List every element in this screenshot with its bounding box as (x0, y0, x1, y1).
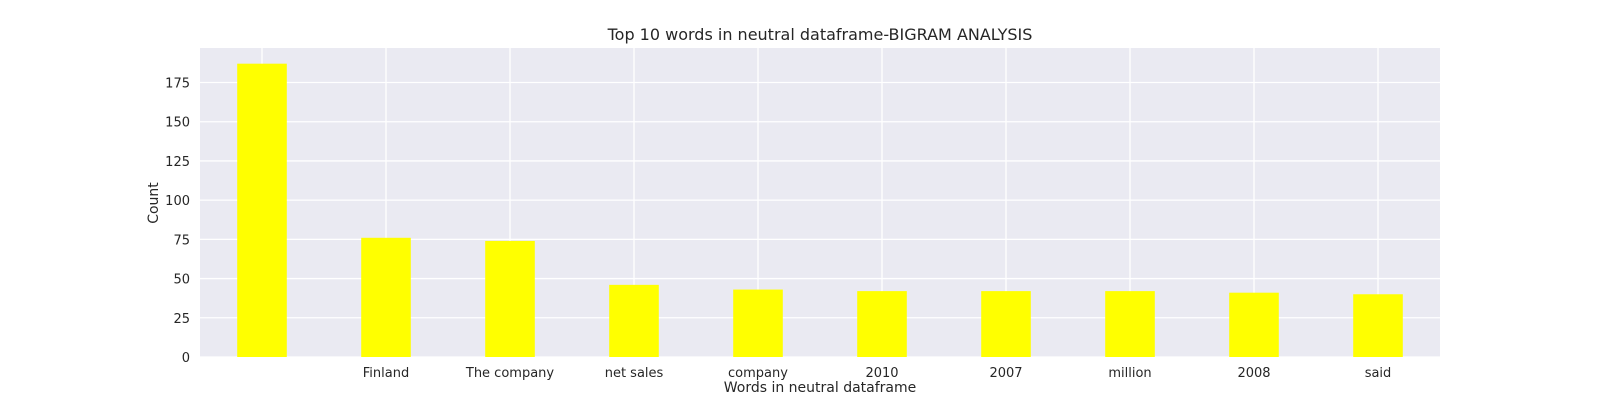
x-tick-label: said (1365, 366, 1392, 381)
bar (237, 63, 287, 358)
x-tick-labels: Finland The company net sales company 2010 20… (363, 366, 1392, 381)
y-tick-label: 0 (182, 351, 190, 366)
x-tick-label: The company (465, 366, 555, 381)
x-axis-label: Words in neutral dataframe (724, 380, 917, 396)
y-tick-label: 125 (165, 155, 190, 170)
y-axis-label: Count (146, 182, 162, 224)
x-tick-label: net sales (605, 366, 664, 381)
x-tick-label: 2010 (865, 366, 898, 381)
y-tick-label: 175 (165, 77, 190, 92)
y-tick-labels: 0 25 50 75 100 125 150 175 (165, 77, 190, 366)
x-tick-label: 2007 (989, 366, 1022, 381)
bars (237, 63, 1403, 358)
chart-title: Top 10 words in neutral dataframe-BIGRAM… (607, 25, 1033, 44)
bar (857, 291, 907, 357)
bar (733, 289, 783, 357)
bar (1229, 292, 1279, 357)
bar (981, 291, 1031, 357)
x-tick-label: 2008 (1237, 366, 1270, 381)
y-tick-label: 75 (173, 233, 190, 248)
bar (1353, 294, 1403, 357)
bar (361, 237, 411, 357)
x-tick-label: Finland (363, 366, 409, 381)
x-tick-label: company (728, 366, 788, 381)
x-tick-label: million (1108, 366, 1151, 381)
y-tick-label: 100 (165, 194, 190, 209)
y-tick-label: 25 (173, 312, 190, 327)
y-tick-label: 50 (173, 273, 190, 288)
y-tick-label: 150 (165, 116, 190, 131)
bar (609, 284, 659, 357)
bar (1105, 291, 1155, 357)
bar (485, 240, 535, 357)
